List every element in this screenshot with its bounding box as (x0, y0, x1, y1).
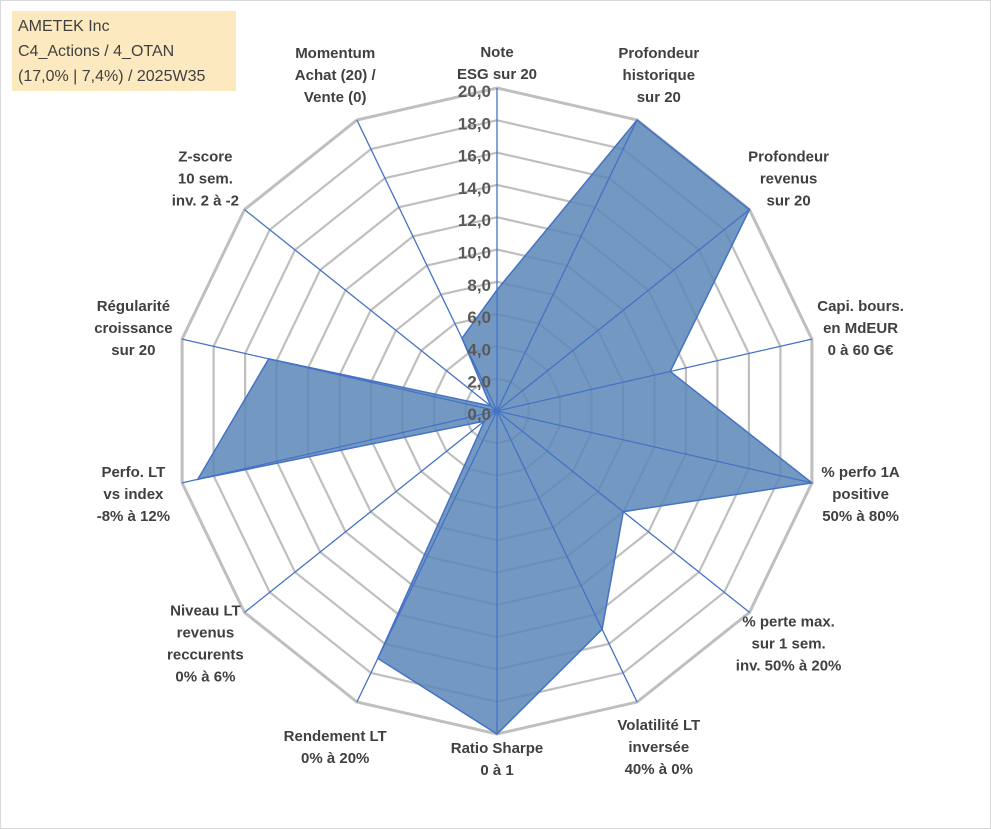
axis-label-line: Volatilité LT (617, 717, 700, 734)
axis-label: Perfo. LT vs index -8% à 12% (97, 464, 170, 525)
axis-label-line: Niveau LT (170, 603, 241, 620)
axis-label-line: -8% à 12% (97, 508, 170, 525)
tick-label: 2,0 (467, 373, 491, 392)
axis-label-line: inv. 2 à -2 (172, 192, 239, 209)
axis-label-line: Perfo. LT (101, 464, 165, 481)
axis-label-line: croissance (94, 320, 172, 337)
axis-label: Momentum Achat (20) / Vente (0) (295, 45, 377, 106)
axis-label: Rendement LT 0% à 20% (284, 728, 387, 767)
tick-label: 10,0 (458, 244, 491, 263)
axis-label-line: sur 20 (111, 342, 155, 359)
axis-label-line: ESG sur 20 (457, 66, 537, 83)
axis-label: % perfo 1A positive 50% à 80% (821, 464, 900, 525)
axis-label: Ratio Sharpe 0 à 1 (451, 740, 544, 779)
axis-spoke (181, 338, 498, 412)
axis-label-layer: Note ESG sur 20 Profondeur historique sur 20… (94, 44, 904, 779)
axis-label-line: % perte max. (742, 614, 835, 631)
stats-label: (17,0% | 7,4%) / 2025W35 (18, 68, 206, 85)
axis-label-line: Achat (20) / (295, 67, 377, 84)
axis-label-line: inversée (628, 739, 689, 756)
company-name: AMETEK Inc (18, 18, 110, 35)
axis-spoke (356, 119, 498, 412)
axis-label: Profondeur revenus sur 20 (748, 148, 829, 209)
axis-label: Capi. bours. en MdEUR 0 à 60 G€ (817, 298, 904, 359)
axis-label-line: Z-score (178, 148, 232, 165)
tick-label: 4,0 (467, 340, 491, 359)
axis-label-line: Momentum (295, 45, 375, 62)
tick-label: 16,0 (458, 147, 491, 166)
tick-label: 14,0 (458, 179, 491, 198)
axis-label-line: Note (480, 44, 513, 61)
axis-spoke (496, 119, 638, 412)
axis-label-line: Vente (0) (304, 89, 367, 106)
tick-label: 20,0 (458, 82, 491, 101)
axis-label: Z-score 10 sem. inv. 2 à -2 (172, 148, 239, 209)
axis-label-line: % perfo 1A (821, 464, 900, 481)
tick-label: 6,0 (467, 308, 491, 327)
axis-label: Volatilité LT inversée 40% à 0% (617, 717, 700, 778)
axis-label-line: Régularité (97, 298, 170, 315)
axis-spoke (496, 338, 813, 412)
axis-spoke (496, 410, 638, 703)
axis-spoke (181, 410, 498, 484)
axis-label: Note ESG sur 20 (457, 44, 537, 83)
axis-label-line: 50% à 80% (822, 508, 899, 525)
axis-label-line: positive (832, 486, 889, 503)
axis-label-line: sur 20 (637, 89, 681, 106)
axis-label-line: vs index (103, 486, 164, 503)
axis-label-line: sur 1 sem. (751, 636, 825, 653)
tick-label: 18,0 (458, 114, 491, 133)
axis-spoke (244, 410, 498, 613)
tick-label: 12,0 (458, 211, 491, 230)
spoke-layer (181, 88, 813, 734)
axis-label-line: sur 20 (766, 192, 810, 209)
axis-label-line: 0% à 6% (175, 669, 235, 686)
axis-label: % perte max. sur 1 sem. inv. 50% à 20% (736, 614, 842, 675)
tick-label: 8,0 (467, 276, 491, 295)
axis-label-line: 0 à 1 (480, 762, 513, 779)
axis-label-line: Rendement LT (284, 728, 387, 745)
tick-label: 0,0 (467, 405, 491, 424)
axis-label-line: revenus (760, 170, 818, 187)
axis-spoke (496, 410, 813, 484)
axis-label-line: 40% à 0% (625, 761, 693, 778)
category-label: C4_Actions / 4_OTAN (18, 43, 175, 60)
tick-label-layer: 0,0 2,0 4,0 6,0 8,0 10,0 12,0 14,0 16,0 18,0 20,0 (458, 82, 491, 424)
axis-spoke (496, 410, 750, 613)
axis-label-line: reccurents (167, 647, 244, 664)
axis-label-line: inv. 50% à 20% (736, 658, 842, 675)
info-box: AMETEK Inc C4_Actions / 4_OTAN (17,0% | … (12, 11, 236, 91)
axis-label-line: en MdEUR (823, 320, 898, 337)
axis-label-line: 10 sem. (178, 170, 233, 187)
axis-label-line: revenus (177, 625, 235, 642)
axis-label: Régularité croissance sur 20 (94, 298, 172, 359)
axis-label: Niveau LT revenus reccurents 0% à 6% (167, 603, 244, 686)
axis-label-line: 0% à 20% (301, 750, 369, 767)
axis-spoke (496, 209, 750, 412)
axis-label-line: Profondeur (748, 148, 829, 165)
axis-spoke (356, 410, 498, 703)
axis-label-line: Capi. bours. (817, 298, 904, 315)
axis-label-line: Ratio Sharpe (451, 740, 544, 757)
axis-label-line: historique (623, 67, 696, 84)
axis-label-line: 0 à 60 G€ (828, 342, 895, 359)
axis-spoke (244, 209, 498, 412)
axis-label: Profondeur historique sur 20 (618, 45, 699, 106)
axis-label-line: Profondeur (618, 45, 699, 62)
